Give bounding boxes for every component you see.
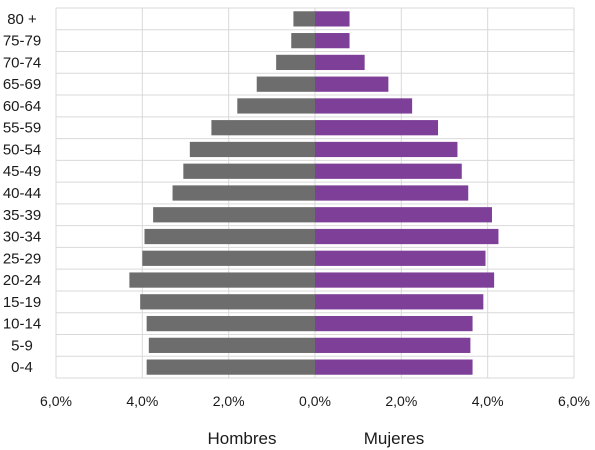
bars-layer xyxy=(129,11,499,375)
x-tick-label-2: 2,0% xyxy=(213,393,245,409)
bar-mujeres-5-9 xyxy=(315,337,471,353)
bar-mujeres-30-34 xyxy=(315,228,499,245)
category-label-70-74: 70-74 xyxy=(3,54,41,71)
bar-hombres-20-24 xyxy=(129,272,315,288)
category-label-60-64: 60-64 xyxy=(3,98,41,115)
category-label-55-59: 55-59 xyxy=(3,120,41,137)
bar-hombres-30-34 xyxy=(144,228,315,245)
bar-mujeres-65-69 xyxy=(315,76,389,92)
bar-hombres-60-64 xyxy=(237,98,315,114)
bar-hombres-25-29 xyxy=(142,250,315,266)
bar-mujeres-25-29 xyxy=(315,250,486,266)
bar-hombres-75-79 xyxy=(291,33,315,49)
category-label-0-4: 0-4 xyxy=(11,359,33,376)
legend: Hombres Mujeres xyxy=(208,429,425,448)
category-label-5-9: 5-9 xyxy=(11,337,33,354)
bar-mujeres-75-79 xyxy=(315,33,350,49)
bar-hombres-5-9 xyxy=(148,337,315,353)
bar-hombres-10-14 xyxy=(146,315,315,332)
bar-mujeres-20-24 xyxy=(315,272,495,288)
category-labels: 0-4 5-9 10-14 15-19 20-24 25-29 30-34 35-39 40-4… xyxy=(3,11,41,376)
category-label-45-49: 45-49 xyxy=(3,163,41,180)
bar-mujeres-10-14 xyxy=(315,315,473,332)
category-label-20-24: 20-24 xyxy=(3,272,41,289)
category-label-50-54: 50-54 xyxy=(3,141,41,158)
bar-mujeres-15-19 xyxy=(315,294,484,310)
category-label-75-79: 75-79 xyxy=(3,33,41,50)
bar-mujeres-70-74 xyxy=(315,54,365,71)
category-label-40-44: 40-44 xyxy=(3,185,41,202)
legend-label-mujeres: Mujeres xyxy=(364,429,424,448)
x-tick-label-4: 2,0% xyxy=(385,393,417,409)
category-label-10-14: 10-14 xyxy=(3,316,41,333)
bar-hombres-15-19 xyxy=(140,294,315,310)
bar-hombres-45-49 xyxy=(183,163,315,179)
category-label-30-34: 30-34 xyxy=(3,229,41,246)
bar-hombres-35-39 xyxy=(153,207,315,223)
x-tick-label-6: 6,0% xyxy=(558,393,590,409)
category-label-35-39: 35-39 xyxy=(3,207,41,224)
bar-mujeres-80+ xyxy=(315,11,350,27)
bar-mujeres-40-44 xyxy=(315,185,469,201)
bar-hombres-40-44 xyxy=(172,185,315,201)
category-label-25-29: 25-29 xyxy=(3,250,41,267)
category-label-65-69: 65-69 xyxy=(3,76,41,93)
bar-mujeres-0-4 xyxy=(315,359,473,375)
bar-mujeres-55-59 xyxy=(315,120,439,136)
x-tick-labels: 6,0% 4,0% 2,0% 0,0% 2,0% 4,0% 6,0% xyxy=(40,393,590,409)
bar-hombres-0-4 xyxy=(146,359,315,375)
bar-hombres-70-74 xyxy=(276,54,315,71)
bar-mujeres-50-54 xyxy=(315,141,458,158)
bar-hombres-55-59 xyxy=(211,120,315,136)
category-label-15-19: 15-19 xyxy=(3,294,41,311)
bar-mujeres-60-64 xyxy=(315,98,413,114)
x-tick-label-3: 0,0% xyxy=(299,393,331,409)
x-tick-label-1: 4,0% xyxy=(126,393,158,409)
legend-label-hombres: Hombres xyxy=(208,429,277,448)
category-label-80+: 80 + xyxy=(7,11,37,28)
bar-mujeres-35-39 xyxy=(315,207,492,223)
x-tick-label-0: 6,0% xyxy=(40,393,72,409)
bar-mujeres-45-49 xyxy=(315,163,462,179)
grid-layer xyxy=(55,7,575,379)
bar-hombres-65-69 xyxy=(256,76,315,92)
x-tick-label-5: 4,0% xyxy=(472,393,504,409)
bar-hombres-50-54 xyxy=(189,141,315,158)
bar-hombres-80+ xyxy=(293,11,315,27)
